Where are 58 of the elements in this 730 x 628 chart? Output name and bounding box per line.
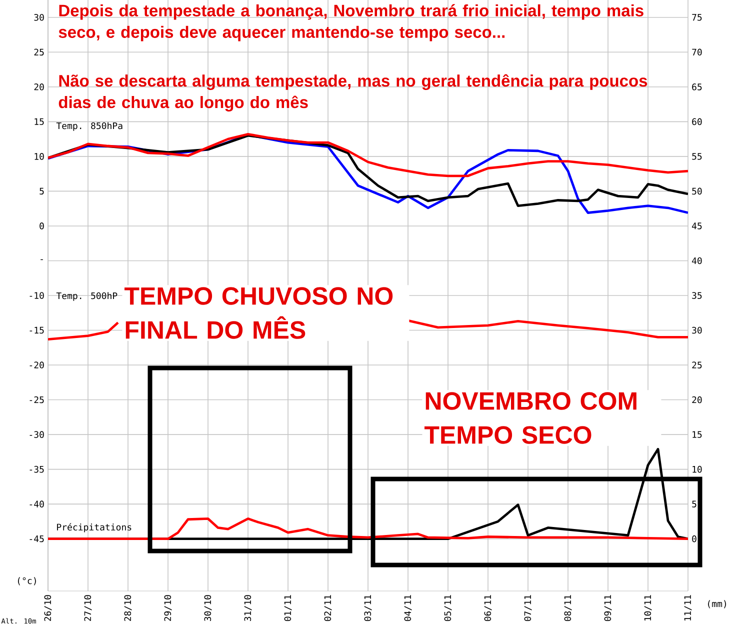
x-tick-label: 04/11 xyxy=(404,595,412,622)
y-tick-label: -30 xyxy=(30,431,44,438)
y-tick-label: 25 xyxy=(34,48,44,56)
x-tick-label: 06/11 xyxy=(484,595,492,622)
annotation: Temp. 500hP xyxy=(56,292,118,301)
y-tick-label: 30 xyxy=(34,14,44,21)
y-tick-label: -25 xyxy=(30,396,44,404)
y2-tick-label: 30 xyxy=(692,326,702,334)
y2-tick-label: 65 xyxy=(692,84,702,90)
x-tick-label: 01/11 xyxy=(284,595,292,622)
y2-tick-label: 45 xyxy=(692,222,702,230)
y2-tick-label: 25 xyxy=(692,362,702,368)
y-tick-label: -20 xyxy=(30,362,44,368)
text: (°c) xyxy=(18,577,36,586)
annotation: Não se descarta alguma tempestade, mas no geral tendência para poucos dias de chuva ao longo do mês xyxy=(58,74,648,112)
y2-tick-label: 35 xyxy=(692,292,702,299)
x-tick-label: 09/11 xyxy=(604,595,612,622)
y2-tick-label: 40 xyxy=(692,257,702,264)
y2-tick-label: 50 xyxy=(692,188,702,195)
y-tick-label: -35 xyxy=(30,466,44,473)
y2-tick-label: 0 xyxy=(692,535,696,542)
x-tick-label: 31/10 xyxy=(244,595,252,622)
annotation: Précipitations xyxy=(57,523,132,532)
annotation: Temp. 850hPa xyxy=(56,122,122,131)
y2-tick-label: 10 xyxy=(692,466,702,473)
y2-tick-label: 60 xyxy=(692,118,702,126)
y2-tick-label: 15 xyxy=(692,431,702,438)
y-tick-label: 15 xyxy=(34,118,44,126)
x-tick-label: 28/10 xyxy=(124,595,132,621)
x-tick-label: 26/10 xyxy=(44,595,52,621)
annotation: Depois da tempestade a bonança, Novembro trará frio inicial, tempo mais seco, e depois deve aquecer mantendo-se tempo seco... xyxy=(58,4,644,42)
y-tick-label: 20 xyxy=(34,84,44,90)
y-tick-label: -15 xyxy=(30,326,44,334)
y2-tick-label: 20 xyxy=(692,396,702,404)
x-tick-label: 29/10 xyxy=(164,595,172,621)
x-tick-label: 10/11 xyxy=(644,595,652,621)
annotation: TEMPO CHUVOSO NO FINAL DO MÊS xyxy=(124,287,393,339)
x-tick-label: 27/10 xyxy=(84,595,92,621)
x-tick-label: 02/11 xyxy=(324,595,332,622)
y-tick-label: -45 xyxy=(30,536,44,542)
x-tick-label: 30/10 xyxy=(204,595,212,622)
y2-tick-label: 75 xyxy=(692,14,702,21)
y2-tick-label: 5 xyxy=(692,500,696,508)
y-tick-label: 0 xyxy=(40,222,44,230)
y2-tick-label: 70 xyxy=(692,48,702,56)
y-tick-label: -10 xyxy=(30,292,44,299)
annotation: NOVEMBRO COM TEMPO SECO xyxy=(424,392,636,444)
text: (mm) xyxy=(708,600,726,608)
y-tick-label: 5 xyxy=(40,188,44,195)
x-tick-label: 08/11 xyxy=(564,595,572,622)
x-tick-label: 11/11 xyxy=(684,595,692,621)
y-tick-label: - xyxy=(40,259,43,260)
y-tick-label: -40 xyxy=(30,500,44,508)
x-tick-label: 05/11 xyxy=(444,595,452,622)
x-tick-label: 03/11 xyxy=(364,595,372,622)
x-tick-label: 07/11 xyxy=(524,595,532,622)
y2-tick-label: 55 xyxy=(692,153,702,160)
y-tick-label: 10 xyxy=(34,153,44,160)
